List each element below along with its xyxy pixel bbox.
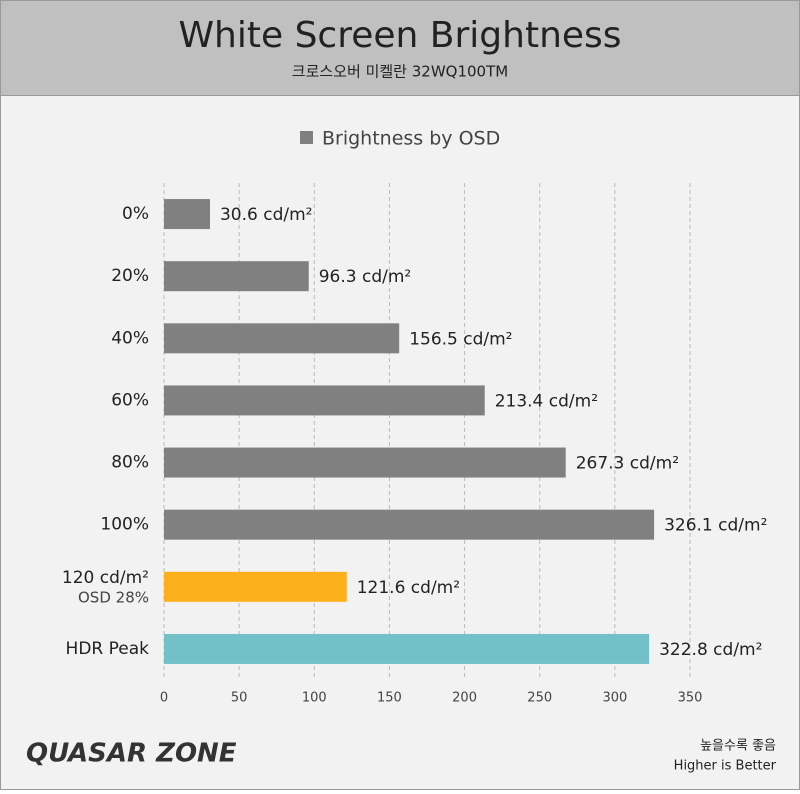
y-tick-label: HDR Peak bbox=[66, 639, 150, 659]
chart-title: White Screen Brightness bbox=[178, 15, 621, 56]
value-label: 322.8 cd/m² bbox=[659, 640, 762, 660]
value-label: 267.3 cd/m² bbox=[576, 454, 679, 474]
y-tick-label: 80% bbox=[111, 453, 149, 473]
chart-subtitle: 크로스오버 미켈란 32WQ100TM bbox=[292, 63, 508, 81]
y-tick-label: 0% bbox=[122, 204, 149, 224]
y-tick-label: 120 cd/m² bbox=[62, 568, 149, 588]
x-tick-label: 150 bbox=[377, 691, 402, 706]
bar bbox=[164, 633, 650, 664]
y-tick-label: 20% bbox=[111, 266, 149, 286]
value-label: 121.6 cd/m² bbox=[357, 578, 460, 598]
value-label: 96.3 cd/m² bbox=[319, 267, 412, 287]
note-en: Higher is Better bbox=[674, 759, 777, 774]
bar bbox=[164, 261, 309, 292]
bar bbox=[164, 447, 566, 478]
legend-label: Brightness by OSD bbox=[322, 128, 500, 150]
value-label: 213.4 cd/m² bbox=[495, 391, 598, 411]
x-tick-label: 250 bbox=[527, 691, 552, 706]
bar bbox=[164, 199, 210, 230]
logo: QUASAR ZONE bbox=[26, 739, 237, 769]
x-tick-label: 50 bbox=[231, 691, 248, 706]
bar bbox=[164, 509, 655, 540]
bar bbox=[164, 323, 400, 354]
header bbox=[0, 0, 800, 96]
bar bbox=[164, 385, 485, 416]
x-tick-label: 100 bbox=[302, 691, 327, 706]
legend-swatch bbox=[300, 131, 313, 144]
y-tick-sublabel: OSD 28% bbox=[78, 588, 149, 606]
bar bbox=[164, 571, 347, 602]
value-label: 326.1 cd/m² bbox=[664, 516, 767, 536]
note: 높을수록 좋음 bbox=[700, 739, 776, 754]
y-tick-label: 60% bbox=[111, 390, 149, 410]
value-label: 156.5 cd/m² bbox=[409, 329, 512, 349]
x-tick-label: 300 bbox=[602, 691, 627, 706]
y-tick-label: 100% bbox=[100, 515, 149, 535]
x-tick-label: 0 bbox=[160, 691, 168, 706]
value-label: 30.6 cd/m² bbox=[220, 205, 313, 225]
y-tick-label: 40% bbox=[111, 328, 149, 348]
x-tick-label: 350 bbox=[678, 691, 703, 706]
x-tick-label: 200 bbox=[452, 691, 477, 706]
